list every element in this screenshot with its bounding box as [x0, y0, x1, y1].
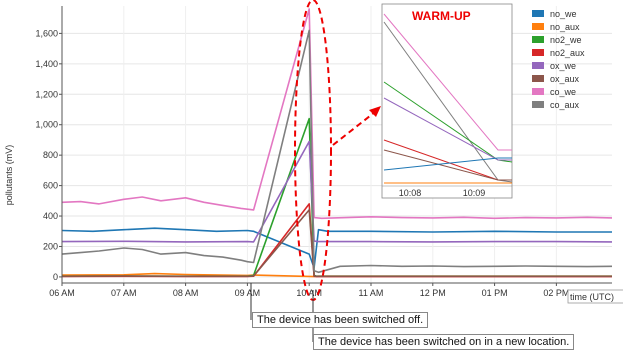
legend-label-no2-we: no2_we [550, 35, 582, 45]
x-tick-label-12-pm: 12 PM [420, 288, 446, 298]
legend-swatch-no2-aux [532, 49, 544, 56]
series-line-ox-we [61, 140, 613, 243]
legend-swatch-ox-we [532, 62, 544, 69]
series-layer [61, 8, 613, 278]
legend-label-no-we: no_we [550, 9, 577, 19]
warmup-arrow-line [332, 111, 376, 146]
y-tick-label-200: 200 [43, 241, 58, 251]
inset-frame [381, 3, 513, 199]
annotation-switched-on: The device has been switched on in a new… [313, 334, 575, 350]
x-tick-label-10-am: 10 AM [296, 288, 322, 298]
x-tick-label-08-am: 08 AM [173, 288, 199, 298]
legend-swatch-no2-we [532, 36, 544, 43]
series-line-co-aux [61, 29, 613, 274]
x-tick-label-02-pm: 02 PM [543, 288, 569, 298]
x-tick-label-07-am: 07 AM [111, 288, 137, 298]
x-tick-label-11-am: 11 AM [359, 288, 384, 298]
x-tick-label-09-am: 09 AM [235, 288, 261, 298]
x-tick-label-01-pm: 01 PM [482, 288, 508, 298]
legend-label-co-aux: co_aux [550, 100, 580, 110]
x-tick-labels: 06 AM 07 AM 08 AM 09 AM 10 AM 11 AM 12 PM 01 PM… [49, 283, 569, 298]
legend: no_we no_aux no2_we no2_aux ox_we ox_aux co_we… [532, 9, 585, 110]
axes [61, 6, 612, 284]
y-tick-label-400: 400 [43, 211, 58, 221]
legend-label-no2-aux: no2_aux [550, 48, 585, 58]
inset-title: WARM-UP [412, 9, 471, 23]
y-tick-label-600: 600 [43, 181, 58, 191]
series-line-co-we [61, 8, 613, 220]
y-tick-labels: 0 200 400 600 800 1,000 1,200 1,400 1,600 [35, 28, 62, 282]
x-axis-label-box: time (UTC) [567, 289, 623, 304]
warmup-inset: WARM-UP 10:08 10:09 [381, 3, 513, 199]
y-axis-label: pollutants (mV) [4, 145, 14, 206]
inset-x-tick-1009: 10:09 [463, 188, 486, 198]
y-tick-label-1000: 1,000 [35, 120, 58, 130]
inset-line-co-we [383, 13, 512, 151]
series-line-no-we [61, 227, 612, 269]
legend-label-ox-we: ox_we [550, 61, 576, 71]
legend-label-no-aux: no_aux [550, 22, 580, 32]
legend-label-ox-aux: ox_aux [550, 74, 580, 84]
inset-line-ox-aux [383, 149, 512, 181]
warmup-arrow-head [369, 106, 381, 117]
x-axis-label: time (UTC) [570, 292, 614, 302]
legend-swatch-co-we [532, 88, 544, 95]
inset-x-tick-1008: 10:08 [399, 188, 422, 198]
y-tick-label-1200: 1,200 [35, 89, 58, 99]
y-tick-label-1600: 1,600 [35, 28, 58, 38]
inset-line-no-we [383, 157, 512, 171]
legend-swatch-no-aux [532, 23, 544, 30]
legend-swatch-no-we [532, 10, 544, 17]
legend-label-co-we: co_we [550, 87, 576, 97]
x-tick-label-06-am: 06 AM [49, 288, 75, 298]
inset-line-ox-we [383, 97, 512, 161]
legend-swatch-ox-aux [532, 75, 544, 82]
y-tick-label-0: 0 [53, 272, 58, 282]
legend-swatch-co-aux [532, 101, 544, 108]
y-tick-label-800: 800 [43, 150, 58, 160]
y-tick-label-1400: 1,400 [35, 59, 58, 69]
annotation-switched-off: The device has been switched off. [252, 312, 429, 328]
inset-lines [383, 13, 513, 184]
series-line-ox-aux [61, 209, 612, 278]
